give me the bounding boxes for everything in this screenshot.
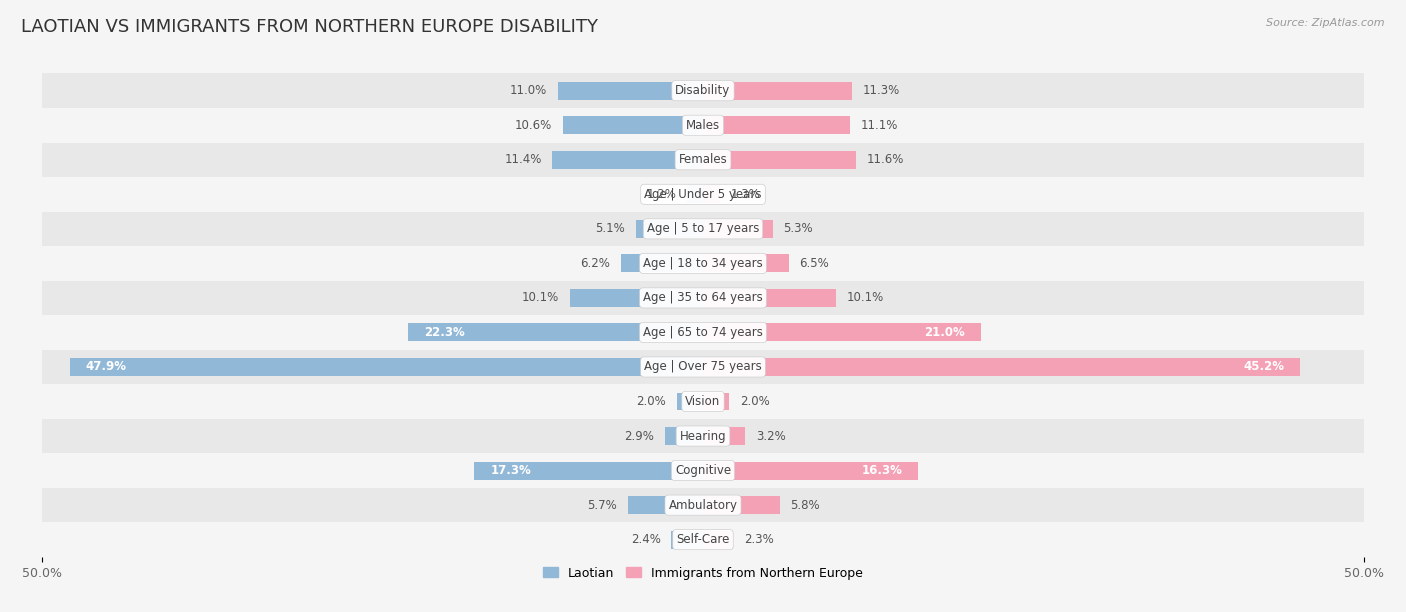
Text: 5.8%: 5.8%: [790, 499, 820, 512]
Bar: [553, 151, 703, 169]
Bar: [474, 461, 703, 480]
Text: 5.3%: 5.3%: [783, 222, 813, 236]
Text: 1.2%: 1.2%: [647, 188, 676, 201]
Text: 11.3%: 11.3%: [863, 84, 900, 97]
Text: 5.1%: 5.1%: [595, 222, 626, 236]
Bar: [665, 427, 703, 445]
Bar: [42, 177, 1364, 212]
Bar: [42, 212, 1364, 246]
Bar: [703, 220, 773, 238]
Bar: [42, 488, 1364, 523]
Bar: [703, 151, 856, 169]
Text: 47.9%: 47.9%: [86, 360, 127, 373]
Legend: Laotian, Immigrants from Northern Europe: Laotian, Immigrants from Northern Europe: [537, 562, 869, 584]
Bar: [42, 419, 1364, 453]
Text: 2.4%: 2.4%: [631, 533, 661, 546]
Bar: [703, 531, 734, 548]
Bar: [42, 73, 1364, 108]
Text: Males: Males: [686, 119, 720, 132]
Text: Vision: Vision: [685, 395, 721, 408]
Text: 45.2%: 45.2%: [1243, 360, 1285, 373]
Bar: [42, 349, 1364, 384]
Bar: [558, 82, 703, 100]
Text: 10.6%: 10.6%: [515, 119, 553, 132]
Bar: [676, 392, 703, 411]
Bar: [703, 461, 918, 480]
Bar: [42, 281, 1364, 315]
Bar: [703, 82, 852, 100]
Bar: [42, 384, 1364, 419]
Text: Age | Under 5 years: Age | Under 5 years: [644, 188, 762, 201]
Text: Hearing: Hearing: [679, 430, 727, 442]
Bar: [703, 116, 849, 134]
Text: Females: Females: [679, 153, 727, 166]
Text: 10.1%: 10.1%: [522, 291, 560, 304]
Bar: [562, 116, 703, 134]
Bar: [703, 185, 720, 203]
Text: Age | 65 to 74 years: Age | 65 to 74 years: [643, 326, 763, 339]
Text: 2.3%: 2.3%: [744, 533, 773, 546]
Bar: [703, 324, 980, 341]
Text: 11.4%: 11.4%: [505, 153, 541, 166]
Text: LAOTIAN VS IMMIGRANTS FROM NORTHERN EUROPE DISABILITY: LAOTIAN VS IMMIGRANTS FROM NORTHERN EURO…: [21, 18, 598, 36]
Bar: [42, 246, 1364, 281]
Text: 22.3%: 22.3%: [425, 326, 465, 339]
Bar: [569, 289, 703, 307]
Text: 17.3%: 17.3%: [491, 464, 531, 477]
Text: Age | 18 to 34 years: Age | 18 to 34 years: [643, 257, 763, 270]
Text: Cognitive: Cognitive: [675, 464, 731, 477]
Bar: [671, 531, 703, 548]
Text: 2.0%: 2.0%: [740, 395, 769, 408]
Text: 11.1%: 11.1%: [860, 119, 897, 132]
Text: 5.7%: 5.7%: [588, 499, 617, 512]
Text: 6.5%: 6.5%: [800, 257, 830, 270]
Text: Disability: Disability: [675, 84, 731, 97]
Text: 21.0%: 21.0%: [924, 326, 965, 339]
Bar: [42, 315, 1364, 349]
Text: Self-Care: Self-Care: [676, 533, 730, 546]
Bar: [688, 185, 703, 203]
Text: 2.9%: 2.9%: [624, 430, 654, 442]
Text: Age | Over 75 years: Age | Over 75 years: [644, 360, 762, 373]
Bar: [408, 324, 703, 341]
Text: 1.3%: 1.3%: [731, 188, 761, 201]
Text: Age | 5 to 17 years: Age | 5 to 17 years: [647, 222, 759, 236]
Text: 3.2%: 3.2%: [756, 430, 786, 442]
Bar: [703, 496, 780, 514]
Text: Source: ZipAtlas.com: Source: ZipAtlas.com: [1267, 18, 1385, 28]
Text: 16.3%: 16.3%: [862, 464, 903, 477]
Bar: [621, 255, 703, 272]
Text: Age | 35 to 64 years: Age | 35 to 64 years: [643, 291, 763, 304]
Text: 2.0%: 2.0%: [637, 395, 666, 408]
Bar: [703, 255, 789, 272]
Text: Ambulatory: Ambulatory: [668, 499, 738, 512]
Bar: [70, 358, 703, 376]
Bar: [703, 392, 730, 411]
Bar: [42, 108, 1364, 143]
Bar: [636, 220, 703, 238]
Bar: [42, 523, 1364, 557]
Bar: [703, 427, 745, 445]
Text: 6.2%: 6.2%: [581, 257, 610, 270]
Text: 11.0%: 11.0%: [510, 84, 547, 97]
Text: 11.6%: 11.6%: [868, 153, 904, 166]
Bar: [42, 143, 1364, 177]
Bar: [42, 453, 1364, 488]
Bar: [627, 496, 703, 514]
Bar: [703, 289, 837, 307]
Bar: [703, 358, 1301, 376]
Text: 10.1%: 10.1%: [846, 291, 884, 304]
